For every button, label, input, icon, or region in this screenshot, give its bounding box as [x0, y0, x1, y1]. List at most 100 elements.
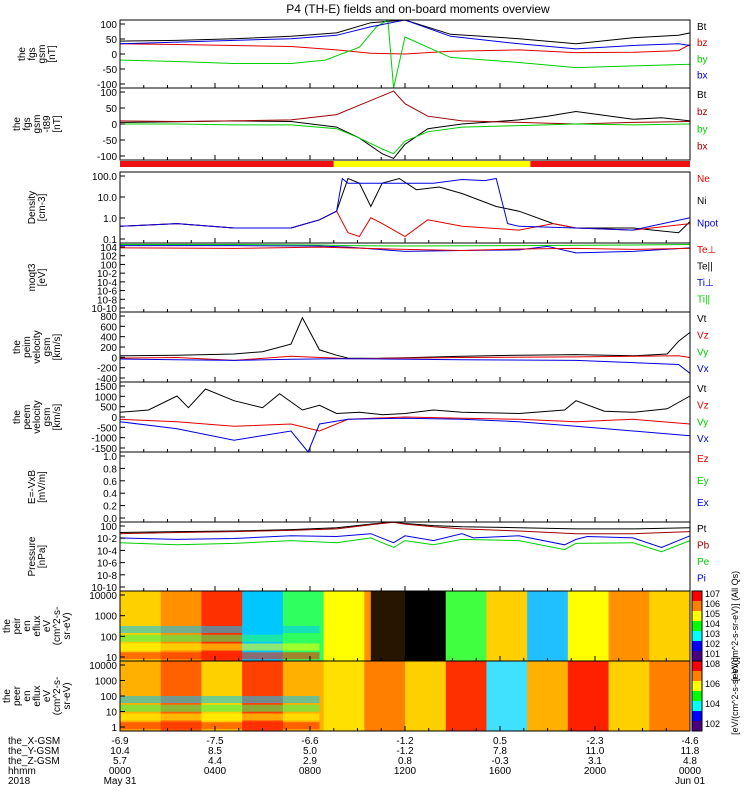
- mode-bar: [120, 161, 690, 167]
- series-vz: [119, 416, 691, 432]
- colorbar-band: [692, 691, 702, 702]
- y-axis-label: [eV]: [37, 268, 48, 286]
- y-axis-label: eV: [42, 690, 53, 703]
- y-tick-label: 10-8: [97, 295, 117, 306]
- time-value: -2.3: [586, 736, 604, 747]
- y-tick-label: -100: [97, 152, 117, 163]
- panel-3: 100.0 10.0 1.0 0.1 Density [cm-3] Ne Ni Npot: [27, 171, 718, 246]
- y-axis-label: fgs: [27, 47, 38, 60]
- time-value: -6.9: [111, 736, 129, 747]
- time-value: -1.2: [396, 736, 414, 747]
- y-tick-label: 1000: [95, 612, 118, 623]
- y-tick-label: 10000: [89, 591, 117, 602]
- series-vt: [119, 388, 691, 416]
- spectrogram-band: [323, 661, 365, 731]
- y-tick-label: 10-6: [97, 287, 117, 298]
- time-value: 5.7: [113, 756, 127, 767]
- series-pe: [119, 537, 691, 553]
- spectrogram-band: [608, 661, 650, 731]
- spectrogram-band: [405, 661, 447, 731]
- y-tick-label: -500: [97, 423, 117, 434]
- colorbar-band: [692, 591, 702, 602]
- colorbar-band: [692, 711, 702, 722]
- spectrogram-band: [608, 591, 650, 661]
- series-by: [120, 123, 691, 155]
- y-tick-label: 1.0: [103, 452, 117, 463]
- legend-ez: Ez: [697, 454, 709, 465]
- panel-frame: [119, 311, 691, 383]
- legend-vx: Vx: [697, 364, 709, 375]
- y-axis-label: peir: [12, 617, 23, 634]
- legend-vt: Vt: [697, 314, 707, 325]
- row-label: hhmm: [8, 766, 36, 777]
- colorbar-tick-label: 106: [705, 599, 720, 609]
- colorbar-band: [692, 671, 702, 682]
- y-tick-label: 0.4: [103, 489, 117, 500]
- y-tick-label: 100: [100, 692, 117, 703]
- y-axis-label: velocity: [32, 330, 43, 363]
- series-te: [119, 246, 691, 252]
- legend-bx: bx: [697, 141, 708, 152]
- year-label: 2018: [8, 776, 31, 787]
- y-tick-label: 100: [100, 632, 117, 643]
- y-axis-label: Pressure: [27, 536, 38, 576]
- panel-9: 10000 1000 100 10 the peir en eflux eV (cm^2-s-sr…: [2, 590, 691, 664]
- spectrogram-band: [120, 704, 320, 712]
- spectrogram-band: [364, 661, 406, 731]
- series-ni: [119, 177, 691, 234]
- y-tick-label: -1500: [91, 444, 117, 455]
- y-tick-label: 10-10: [91, 304, 117, 315]
- y-tick-label: 0: [111, 120, 117, 131]
- colorbar-tick-label: 103: [705, 629, 720, 639]
- time-value: 0800: [299, 766, 322, 777]
- y-tick-label: -100: [97, 80, 117, 91]
- y-axis-label: [cm-3]: [37, 193, 48, 221]
- spectrogram-band: [120, 652, 320, 660]
- y-axis-label: the: [12, 117, 23, 131]
- time-value: 0000: [109, 766, 132, 777]
- legend-bt: Bt: [697, 90, 707, 101]
- time-value: 5.0: [303, 746, 317, 757]
- colorbar-tick-label: 101: [705, 649, 720, 659]
- time-value: 11.8: [681, 746, 700, 757]
- y-axis-label: eflux: [32, 615, 43, 636]
- y-tick-label: 104: [100, 243, 117, 254]
- spectrogram-band: [567, 591, 610, 661]
- y-tick-label: 100: [100, 20, 117, 31]
- y-axis-label: (cm^2-s-: [52, 677, 63, 716]
- spectrogram-band: [323, 591, 365, 661]
- y-axis-label: [nT]: [52, 115, 63, 132]
- y-tick-label: 1: [111, 723, 117, 734]
- time-value: 1600: [489, 766, 512, 777]
- colorbar-band: [692, 721, 702, 732]
- legend-ti: Ti||: [697, 294, 710, 305]
- spectrogram-band: [486, 591, 528, 661]
- y-tick-label: 10: [106, 708, 118, 719]
- y-axis-label: gsm: [32, 115, 43, 134]
- y-axis-label: the: [17, 47, 28, 61]
- row-label: the_Z-GSM: [8, 756, 60, 767]
- y-tick-label: -50: [103, 136, 118, 147]
- legend-ey: Ey: [697, 476, 709, 487]
- colorbar-tick-label: 108: [705, 659, 720, 669]
- y-tick-label: -400: [97, 374, 117, 385]
- y-axis-label: en: [22, 690, 33, 701]
- legend-bz: bz: [697, 107, 708, 118]
- date-label: Jun 01: [675, 776, 705, 787]
- colorbar-band: [692, 601, 702, 612]
- y-tick-label: 100: [100, 88, 117, 99]
- legend-bz: bz: [697, 38, 708, 49]
- legend-ti: Ti⊥: [697, 278, 714, 289]
- time-value: -1.2: [396, 746, 414, 757]
- row-label: the_X-GSM: [8, 736, 60, 747]
- legend-te: Te⊥: [697, 245, 716, 256]
- colorbar-band: [692, 681, 702, 692]
- spectrogram-band: [120, 643, 320, 651]
- panel-10: 10000 1000 100 10 1 the peer en eflux eV (cm^2-s-s…: [2, 660, 691, 734]
- y-tick-label: 10-10: [91, 583, 117, 594]
- y-tick-label: 200: [100, 343, 117, 354]
- y-tick-label: 10000: [89, 661, 117, 672]
- legend-pe: Pe: [697, 557, 710, 568]
- series-bz: [119, 90, 691, 125]
